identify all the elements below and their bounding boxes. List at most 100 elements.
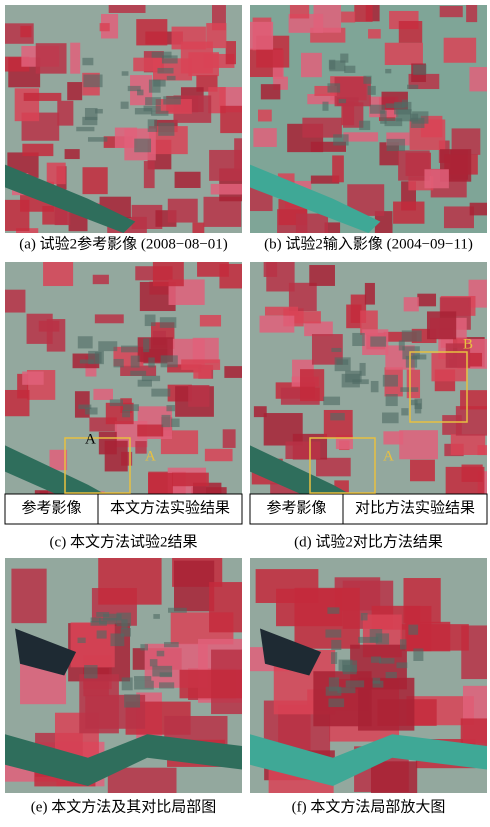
field (443, 206, 474, 229)
urban (372, 680, 384, 688)
field (440, 337, 468, 348)
field (107, 767, 177, 793)
urban (340, 53, 349, 63)
urban (398, 340, 405, 351)
label-strip (249, 493, 488, 525)
urban (78, 404, 92, 410)
urban (121, 71, 129, 76)
urban (358, 636, 379, 643)
urban (384, 118, 403, 127)
urban (109, 399, 123, 407)
urban (161, 414, 171, 428)
label-strip (4, 493, 243, 525)
urban (382, 374, 398, 387)
urban (121, 677, 133, 691)
field (171, 472, 209, 487)
urban (145, 97, 161, 106)
urban (345, 680, 365, 688)
urban (401, 330, 422, 342)
field (264, 306, 299, 316)
field (49, 449, 68, 471)
urban (144, 314, 156, 327)
field (209, 149, 242, 181)
urban (166, 75, 176, 81)
field (469, 67, 487, 92)
field (424, 169, 449, 189)
field (70, 42, 81, 74)
urban (98, 341, 118, 352)
urban (122, 410, 131, 418)
urban (143, 338, 150, 353)
urban (122, 404, 139, 412)
highlight-box (64, 437, 131, 494)
urban (329, 60, 346, 72)
urban (375, 633, 390, 645)
urban (149, 659, 158, 667)
field (220, 105, 242, 134)
urban (134, 680, 154, 690)
urban (82, 57, 94, 66)
urban (401, 408, 409, 416)
right-label: 对比方法实验结果 (355, 499, 475, 516)
urban (85, 407, 98, 415)
field (383, 431, 404, 445)
field (398, 21, 423, 43)
field (82, 167, 108, 195)
highlight-box (309, 437, 376, 494)
field (98, 558, 162, 605)
urban (140, 644, 148, 651)
urban (148, 357, 155, 368)
urban (90, 617, 101, 623)
caption: (b) 试验2输入影像 (2004−09−11) (264, 235, 473, 252)
urban (120, 628, 131, 637)
field (288, 13, 324, 33)
river (250, 734, 487, 786)
field (35, 43, 67, 74)
field (398, 150, 430, 181)
urban (328, 59, 336, 70)
pond (15, 628, 77, 676)
field (152, 262, 184, 287)
field (104, 440, 128, 472)
urban (141, 375, 161, 382)
urban (130, 355, 140, 368)
field (253, 406, 267, 418)
field (255, 569, 319, 603)
field (309, 265, 335, 286)
urban (405, 355, 418, 368)
urban (163, 96, 181, 105)
urban (370, 336, 387, 347)
field (224, 366, 242, 378)
urban (159, 317, 177, 328)
urban (322, 101, 329, 111)
urban (151, 51, 172, 58)
field (445, 466, 485, 497)
field (354, 5, 373, 22)
urban (371, 656, 382, 663)
field (383, 331, 417, 342)
marker-label: A (145, 448, 156, 464)
field (370, 761, 418, 793)
urban (394, 101, 412, 115)
field (307, 94, 340, 105)
urban (164, 642, 179, 648)
urban (330, 412, 345, 421)
urban (87, 137, 108, 142)
field (179, 669, 242, 699)
urban (331, 639, 342, 651)
field (374, 211, 393, 233)
field (143, 161, 155, 189)
field (167, 198, 198, 223)
urban (328, 698, 345, 708)
field (426, 311, 457, 340)
urban (414, 398, 423, 410)
urban (359, 362, 366, 376)
urban (323, 396, 341, 406)
field (188, 385, 210, 407)
urban (137, 89, 144, 96)
field (17, 373, 29, 399)
urban (325, 629, 342, 638)
field (399, 430, 438, 460)
field (219, 263, 242, 289)
field (316, 457, 351, 477)
